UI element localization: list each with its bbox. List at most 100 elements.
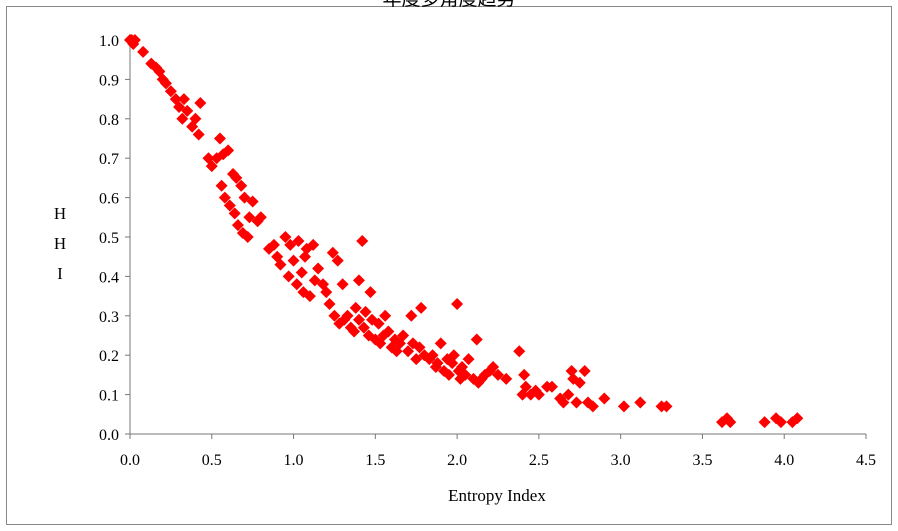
data-point xyxy=(282,270,295,283)
data-point xyxy=(545,380,558,393)
data-point xyxy=(532,388,545,401)
data-point xyxy=(274,258,287,271)
x-tick-label: 2.5 xyxy=(529,452,549,469)
y-tick-label: 0.7 xyxy=(99,151,119,168)
data-point xyxy=(426,349,439,362)
data-point xyxy=(410,353,423,366)
axes xyxy=(125,39,867,439)
data-point xyxy=(267,238,280,251)
data-point xyxy=(431,357,444,370)
data-point xyxy=(487,361,500,374)
data-point xyxy=(230,171,243,184)
data-point xyxy=(326,246,339,259)
data-point xyxy=(287,254,300,267)
data-point xyxy=(223,199,236,212)
data-point xyxy=(299,250,312,263)
tick-labels: 0.0 0.1 0.2 0.3 0.4 0.5 0.6 0.7 0.8 0.9 1.0 0.0 0.5 1… xyxy=(99,33,876,469)
data-point xyxy=(320,286,333,299)
data-point xyxy=(446,357,459,370)
data-point xyxy=(352,313,365,326)
x-tick-label: 4.0 xyxy=(774,452,794,469)
data-point xyxy=(137,45,150,58)
data-point xyxy=(402,345,415,358)
data-point xyxy=(176,112,189,125)
y-tick-label: 0.1 xyxy=(99,388,119,405)
data-point xyxy=(246,195,259,208)
data-point xyxy=(442,368,455,381)
data-point xyxy=(774,416,787,429)
data-point xyxy=(586,400,599,413)
data-point xyxy=(758,416,771,429)
data-point xyxy=(617,400,630,413)
x-tick-label: 4.5 xyxy=(856,452,876,469)
y-axis-title: HHI xyxy=(54,204,66,283)
data-point xyxy=(238,191,251,204)
data-point xyxy=(470,333,483,346)
x-tick-label: 1.0 xyxy=(284,452,304,469)
data-point xyxy=(303,290,316,303)
data-point xyxy=(382,325,395,338)
x-tick-label: 1.5 xyxy=(365,452,385,469)
x-tick-label: 0.5 xyxy=(202,452,222,469)
data-point xyxy=(295,266,308,279)
data-point xyxy=(323,297,336,310)
data-point xyxy=(562,388,575,401)
data-point xyxy=(243,211,256,224)
data-point xyxy=(372,317,385,330)
data-point xyxy=(235,179,248,192)
data-point xyxy=(357,321,370,334)
data-point xyxy=(513,345,526,358)
data-point xyxy=(228,207,241,220)
data-point xyxy=(213,132,226,145)
data-point xyxy=(164,85,177,98)
data-point xyxy=(331,254,344,267)
data-point xyxy=(181,104,194,117)
data-point xyxy=(189,112,202,125)
y-axis-title-char: I xyxy=(57,264,63,283)
data-point xyxy=(312,262,325,275)
data-point xyxy=(173,100,186,113)
data-point xyxy=(518,368,531,381)
y-tick-label: 0.4 xyxy=(99,269,119,286)
data-point xyxy=(359,305,372,318)
data-point xyxy=(177,93,190,106)
data-point xyxy=(397,329,410,342)
data-point xyxy=(336,278,349,291)
data-point xyxy=(241,231,254,243)
data-point xyxy=(356,234,369,247)
data-point xyxy=(341,309,354,322)
data-point xyxy=(573,376,586,389)
data-point xyxy=(557,396,570,409)
y-tick-label: 0.5 xyxy=(99,230,119,247)
x-tick-label: 3.0 xyxy=(611,452,631,469)
data-point xyxy=(570,396,583,409)
data-point xyxy=(598,392,611,405)
data-point xyxy=(660,400,673,413)
data-point xyxy=(215,179,228,192)
y-tick-label: 0.9 xyxy=(99,72,119,89)
data-point xyxy=(459,368,472,381)
data-point xyxy=(364,286,377,299)
data-point xyxy=(492,368,504,381)
x-axis-title: Entropy Index xyxy=(448,486,546,505)
data-point xyxy=(279,231,292,243)
data-point xyxy=(462,353,475,366)
y-tick-label: 0.0 xyxy=(99,427,119,444)
data-point xyxy=(218,191,231,204)
data-point xyxy=(415,301,428,314)
data-point xyxy=(724,416,737,429)
data-point xyxy=(231,219,244,232)
y-tick-label: 0.8 xyxy=(99,112,119,129)
data-point xyxy=(447,349,460,362)
data-point xyxy=(791,412,804,425)
data-point xyxy=(192,128,205,141)
y-axis-title-char: H xyxy=(54,234,66,253)
data-point xyxy=(328,309,341,322)
data-point xyxy=(413,341,426,354)
data-point xyxy=(565,364,578,377)
data-point xyxy=(349,301,362,314)
y-tick-label: 0.2 xyxy=(99,348,119,365)
data-point xyxy=(500,372,513,385)
data-point xyxy=(578,364,591,377)
data-point xyxy=(451,297,464,310)
